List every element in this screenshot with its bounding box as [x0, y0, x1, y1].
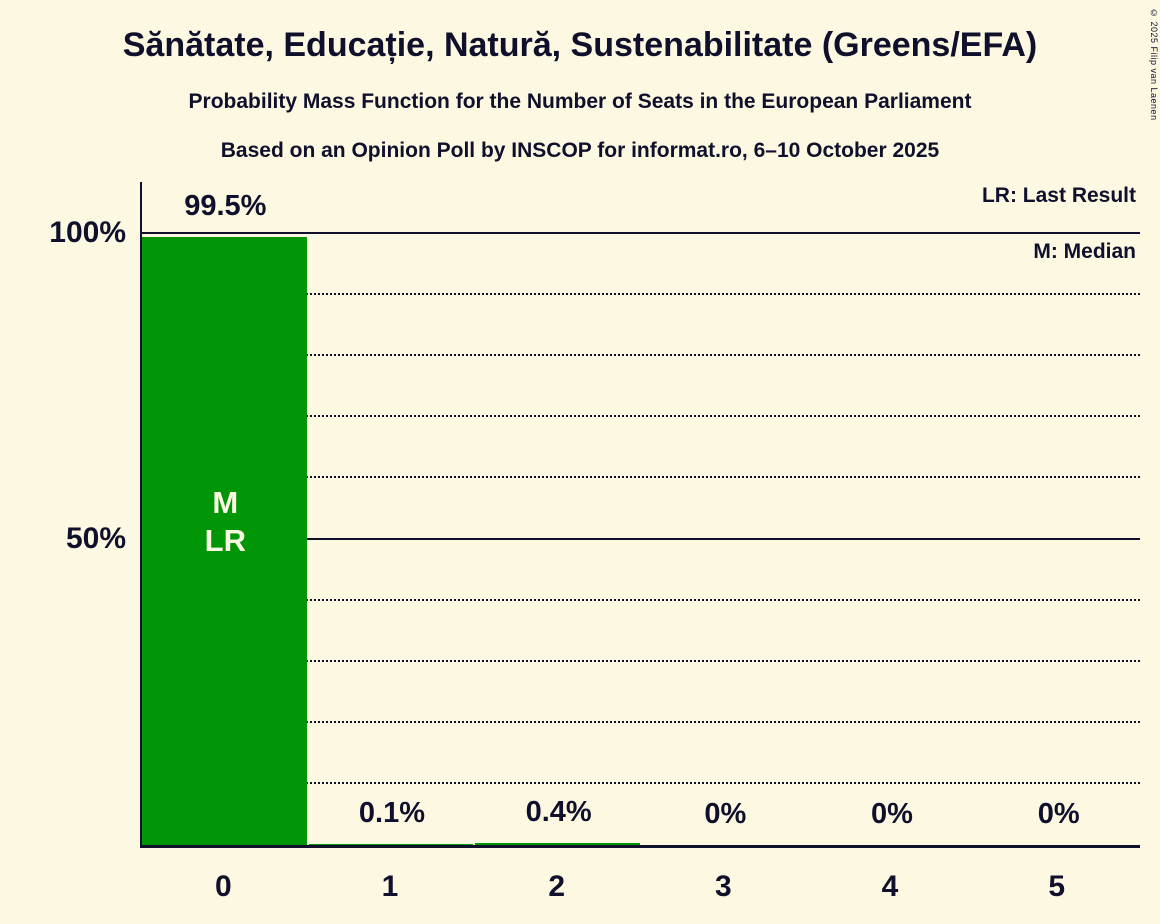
x-axis-label-2: 2 — [548, 870, 565, 903]
legend-median: M: Median — [1033, 240, 1136, 263]
bar-value-label-3: 0% — [704, 798, 747, 830]
bar-seats-2 — [475, 842, 640, 845]
bar-value-label-2: 0.4% — [525, 795, 592, 828]
y-axis-label-50pct: 50% — [65, 521, 126, 555]
chart-poll-info: Based on an Opinion Poll by INSCOP for i… — [220, 139, 940, 162]
bar-value-label-5: 0% — [1037, 798, 1080, 830]
bar-value-label-1: 0.1% — [358, 797, 426, 830]
gridline-100pct — [142, 232, 1140, 234]
gridline-40pct — [142, 598, 1140, 601]
chart-subtitle: Probability Mass Function for the Number… — [188, 90, 972, 113]
x-axis-label-3: 3 — [714, 870, 732, 903]
gridline-20pct — [142, 720, 1140, 723]
chart-title: Sănătate, Educație, Natură, Sustenabilit… — [122, 26, 1038, 64]
x-axis-label-4: 4 — [881, 870, 899, 903]
bar-seats-1 — [308, 844, 474, 845]
gridline-60pct — [142, 476, 1140, 479]
median-last-result-label: M LR — [204, 485, 246, 558]
bar-value-label-4: 0% — [871, 798, 913, 830]
gridline-30pct — [142, 659, 1140, 662]
x-axis-label-1: 1 — [381, 870, 399, 903]
gridline-70pct — [142, 415, 1140, 418]
copyright-note: © 2025 Filip van Laenen — [1149, 8, 1159, 121]
y-axis-label-100pct: 100% — [49, 216, 126, 249]
gridline-90pct — [142, 293, 1140, 296]
legend-last-result: LR: Last Result — [981, 184, 1136, 207]
bar-seats-0 — [142, 237, 307, 845]
x-axis-label-5: 5 — [1048, 870, 1065, 903]
bar-value-label-0: 99.5% — [184, 190, 267, 223]
gridline-50pct — [142, 537, 1140, 540]
plot-area: LR: Last Result M: Median 99.5% 0.1% 0.4% 0… — [140, 182, 1140, 848]
gridline-10pct — [142, 781, 1140, 784]
x-axis-label-0: 0 — [214, 870, 232, 903]
gridline-80pct — [142, 354, 1140, 357]
